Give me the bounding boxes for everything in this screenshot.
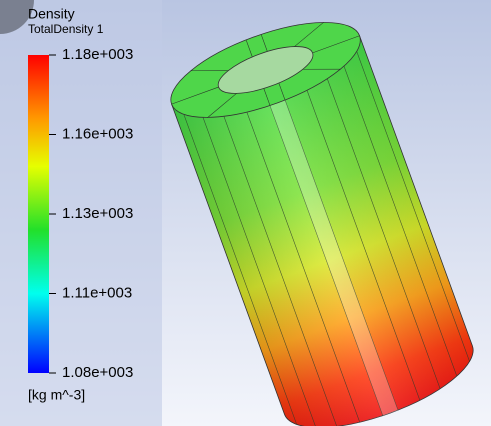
viewport: Density TotalDensity 1 1.18e+003 1.16e+00… xyxy=(0,0,491,426)
tick-label: 1.18e+003 xyxy=(62,46,133,63)
legend-title: Density xyxy=(28,6,75,22)
tick-label: 1.11e+003 xyxy=(62,284,132,301)
color-scale xyxy=(28,55,49,373)
legend-variable: TotalDensity 1 xyxy=(28,22,104,36)
page: Density TotalDensity 1 1.18e+003 1.16e+00… xyxy=(0,0,491,426)
tick-label: 1.08e+003 xyxy=(62,364,133,381)
tick-label: 1.13e+003 xyxy=(62,205,133,222)
legend-units: [kg m^-3] xyxy=(28,387,85,403)
tick-label: 1.16e+003 xyxy=(62,125,133,142)
